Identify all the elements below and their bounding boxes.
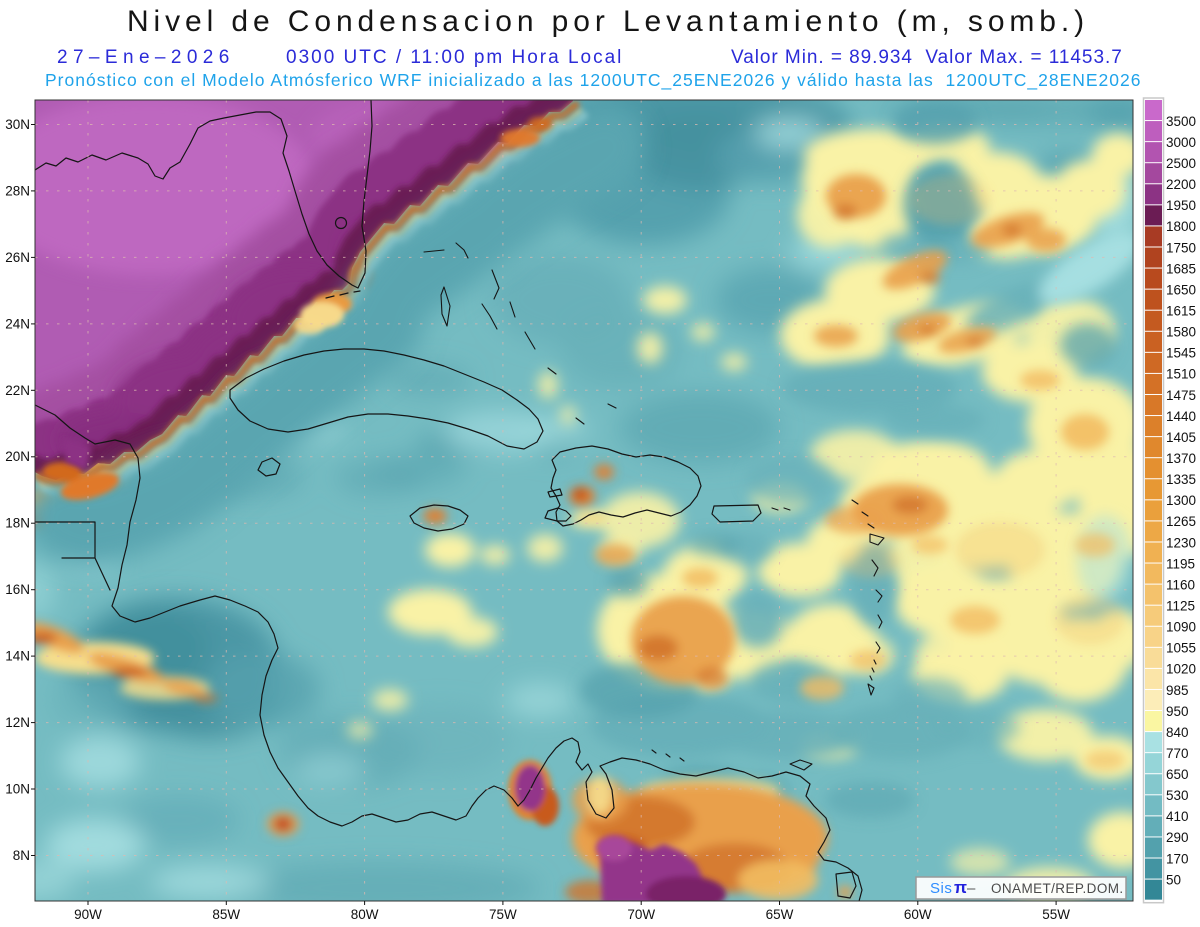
svg-text:770: 770 [1166,746,1189,761]
svg-text:1475: 1475 [1166,388,1196,403]
svg-text:70W: 70W [627,907,655,922]
svg-text:1615: 1615 [1166,304,1196,319]
svg-text:1580: 1580 [1166,325,1196,340]
svg-text:1370: 1370 [1166,451,1196,466]
svg-text:1405: 1405 [1166,430,1196,445]
svg-text:12N: 12N [5,715,30,730]
svg-text:22N: 22N [5,383,30,398]
svg-text:3500: 3500 [1166,114,1196,129]
svg-text:1750: 1750 [1166,240,1196,255]
svg-text:0300 UTC / 11:00 pm Hora Local: 0300 UTC / 11:00 pm Hora Local [286,47,623,68]
svg-text:16N: 16N [5,582,30,597]
svg-text:1950: 1950 [1166,198,1196,213]
svg-text:80W: 80W [351,907,379,922]
svg-text:π: π [954,878,967,897]
svg-text:Nivel de Condensacion por Leva: Nivel de Condensacion por Levantamiento … [127,5,1089,38]
svg-text:1650: 1650 [1166,282,1196,297]
svg-text:1195: 1195 [1166,556,1195,571]
svg-text:Sis: Sis [930,880,952,897]
svg-text:26N: 26N [5,250,30,265]
svg-text:1230: 1230 [1166,535,1196,550]
svg-text:90W: 90W [74,907,102,922]
svg-text:1090: 1090 [1166,620,1196,635]
svg-text:950: 950 [1166,704,1189,719]
svg-text:1125: 1125 [1166,599,1195,614]
svg-text:1440: 1440 [1166,409,1196,424]
svg-text:55W: 55W [1042,907,1070,922]
svg-text:650: 650 [1166,767,1189,782]
svg-text:290: 290 [1166,830,1189,845]
svg-text:85W: 85W [212,907,240,922]
svg-text:24N: 24N [5,316,30,331]
svg-text:1800: 1800 [1166,219,1196,234]
svg-text:985: 985 [1166,683,1189,698]
svg-text:8N: 8N [13,848,30,863]
svg-text:840: 840 [1166,725,1189,740]
svg-text:530: 530 [1166,788,1189,803]
svg-text:2500: 2500 [1166,156,1196,171]
svg-text:18N: 18N [5,516,30,531]
svg-text:60W: 60W [904,907,932,922]
svg-text:1055: 1055 [1166,641,1196,656]
svg-text:1300: 1300 [1166,493,1196,508]
svg-text:410: 410 [1166,809,1189,824]
svg-text:1335: 1335 [1166,472,1196,487]
svg-text:1020: 1020 [1166,662,1196,677]
svg-text:170: 170 [1166,851,1189,866]
svg-text:65W: 65W [766,907,794,922]
svg-text:50: 50 [1166,872,1181,887]
svg-text:2200: 2200 [1166,177,1196,192]
svg-text:1160: 1160 [1166,577,1195,592]
svg-text:1265: 1265 [1166,514,1196,529]
svg-text:30N: 30N [5,117,30,132]
svg-text:3000: 3000 [1166,135,1196,150]
svg-text:1545: 1545 [1166,346,1196,361]
svg-text:Pronóstico con el Modelo Atmós: Pronóstico con el Modelo Atmósferico WRF… [45,70,1142,91]
svg-text:1510: 1510 [1166,367,1196,382]
svg-text:27–Ene–2026: 27–Ene–2026 [57,47,235,68]
svg-text:14N: 14N [5,649,30,664]
svg-text:–: – [967,880,976,897]
svg-text:28N: 28N [5,183,30,198]
svg-text:1685: 1685 [1166,261,1196,276]
svg-text:75W: 75W [489,907,517,922]
svg-text:20N: 20N [5,449,30,464]
svg-text:10N: 10N [5,782,30,797]
svg-text:Valor Min. = 89.934 Valor Max: Valor Min. = 89.934 Valor Max. = 11453.7 [731,47,1123,68]
svg-text:ONAMET/REP.DOM.: ONAMET/REP.DOM. [991,881,1124,896]
